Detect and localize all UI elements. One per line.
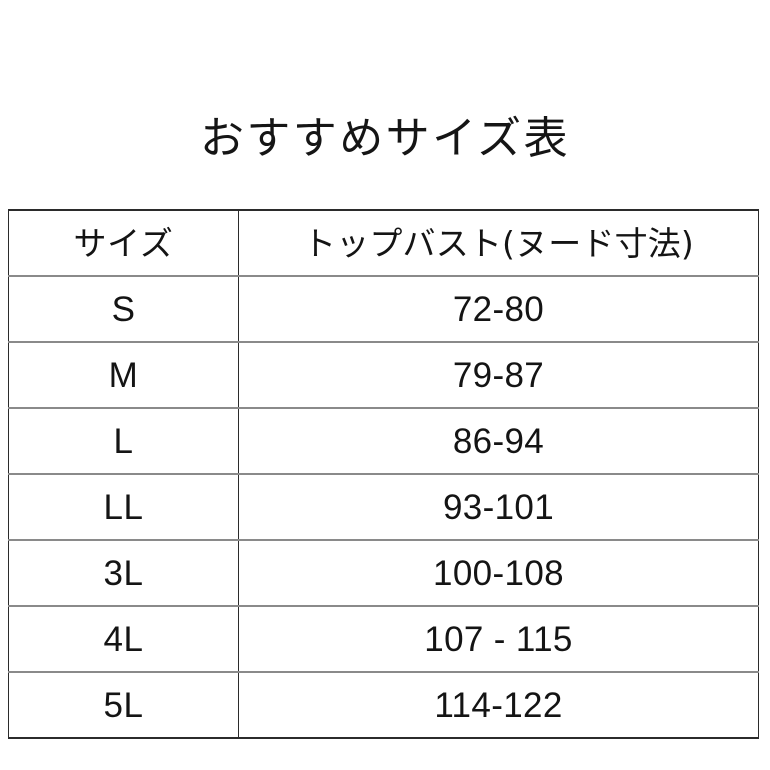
table-row: 4L 107 - 115 bbox=[8, 606, 759, 673]
bust-value: 79-87 bbox=[452, 355, 545, 395]
cell-bust: 72-80 bbox=[238, 276, 759, 343]
cell-size: L bbox=[8, 408, 239, 475]
bust-value: 114-122 bbox=[434, 685, 563, 725]
size-value: L bbox=[113, 421, 134, 461]
table-head: サイズ トップバスト(ヌード寸法) bbox=[8, 210, 759, 277]
cell-bust: 79-87 bbox=[238, 342, 759, 409]
column-header-bust-label: トップバスト(ヌード寸法) bbox=[303, 223, 694, 263]
size-table-container: サイズ トップバスト(ヌード寸法) S 72-80 bbox=[8, 209, 759, 739]
size-value: 5L bbox=[103, 685, 144, 725]
cell-bust: 107 - 115 bbox=[238, 606, 759, 673]
bust-value: 72-80 bbox=[452, 289, 545, 329]
table-row: L 86-94 bbox=[8, 408, 759, 475]
table-row: LL 93-101 bbox=[8, 474, 759, 541]
cell-size: M bbox=[8, 342, 239, 409]
table-header-row: サイズ トップバスト(ヌード寸法) bbox=[8, 210, 759, 277]
size-table: サイズ トップバスト(ヌード寸法) S 72-80 bbox=[8, 209, 759, 739]
cell-size: 5L bbox=[8, 672, 239, 738]
cell-size: 3L bbox=[8, 540, 239, 607]
table-row: 3L 100-108 bbox=[8, 540, 759, 607]
cell-size: LL bbox=[8, 474, 239, 541]
bust-value: 107 - 115 bbox=[424, 619, 573, 659]
table-row: M 79-87 bbox=[8, 342, 759, 409]
cell-size: 4L bbox=[8, 606, 239, 673]
cell-bust: 86-94 bbox=[238, 408, 759, 475]
size-value: M bbox=[108, 355, 139, 395]
title-area: おすすめサイズ表 bbox=[0, 86, 770, 192]
column-header-bust: トップバスト(ヌード寸法) bbox=[238, 210, 759, 277]
cell-bust: 93-101 bbox=[238, 474, 759, 541]
size-value: 3L bbox=[103, 553, 144, 593]
table-row: 5L 114-122 bbox=[8, 672, 759, 738]
column-header-size-label: サイズ bbox=[73, 223, 174, 263]
size-value: S bbox=[111, 289, 136, 329]
bust-value: 86-94 bbox=[452, 421, 545, 461]
cell-bust: 114-122 bbox=[238, 672, 759, 738]
size-value: 4L bbox=[103, 619, 144, 659]
bust-value: 93-101 bbox=[442, 487, 555, 527]
cell-size: S bbox=[8, 276, 239, 343]
column-header-size: サイズ bbox=[8, 210, 239, 277]
cell-bust: 100-108 bbox=[238, 540, 759, 607]
size-value: LL bbox=[103, 487, 144, 527]
bust-value: 100-108 bbox=[433, 553, 564, 593]
table-row: S 72-80 bbox=[8, 276, 759, 343]
table-body: S 72-80 M 79-87 L bbox=[8, 276, 759, 738]
page-title: おすすめサイズ表 bbox=[199, 113, 571, 165]
